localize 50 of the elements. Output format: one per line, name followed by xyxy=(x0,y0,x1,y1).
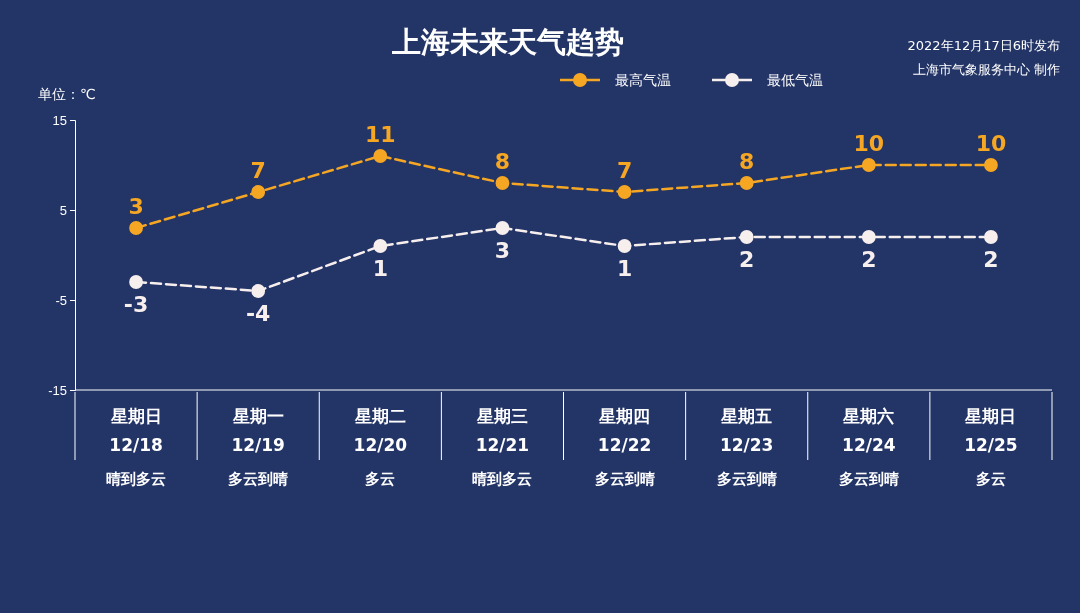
point xyxy=(617,239,632,253)
y-tick-label: 15 xyxy=(52,112,67,128)
data-label: 2 xyxy=(739,247,755,272)
x-tick-label: 星期三 12/21 晴到多云 xyxy=(472,406,533,488)
legend-label: 最高气温 xyxy=(615,72,671,88)
chart-title: 上海未来天气趋势 xyxy=(391,25,624,59)
x-tick-label: 星期一 12/19 多云到晴 xyxy=(228,406,289,488)
x-tick-label: 星期六 12/24 多云到晴 xyxy=(838,406,899,488)
y-tick-label: -5 xyxy=(55,292,67,308)
data-label: 2 xyxy=(861,247,877,272)
y-axis-title: 单位：℃ xyxy=(38,86,96,102)
data-label: 1 xyxy=(616,256,633,281)
x-tick-label: 星期四 12/22 多云到晴 xyxy=(594,406,655,488)
point xyxy=(129,221,143,235)
point xyxy=(373,149,388,163)
data-label: 7 xyxy=(250,158,266,183)
x-tick-label: 星期日 12/18 晴到多云 xyxy=(106,406,167,488)
data-label: 7 xyxy=(616,158,633,183)
data-label: 3 xyxy=(494,238,511,263)
point xyxy=(984,230,998,244)
data-label: 8 xyxy=(494,149,511,174)
point xyxy=(495,221,510,235)
point xyxy=(251,284,266,298)
x-tick-label: 星期二 12/20 多云 xyxy=(353,406,408,488)
point xyxy=(861,230,876,244)
y-tick-label: -15 xyxy=(48,382,67,398)
data-label: 3 xyxy=(128,194,144,219)
y-tick-label: 5 xyxy=(59,202,67,218)
legend-label: 最低气温 xyxy=(767,72,823,88)
point xyxy=(861,158,876,172)
data-label: -4 xyxy=(245,301,271,326)
point xyxy=(984,158,998,172)
x-tick-label: 星期五 12/23 多云到晴 xyxy=(716,406,777,488)
data-label: 2 xyxy=(983,247,999,272)
data-label: 1 xyxy=(372,256,388,281)
data-label: 10 xyxy=(853,131,885,156)
point xyxy=(617,185,632,199)
point xyxy=(373,239,388,253)
data-label: 11 xyxy=(365,122,396,147)
data-label: 10 xyxy=(975,131,1007,156)
data-label: 8 xyxy=(739,149,755,174)
data-label: -3 xyxy=(123,292,149,317)
text: 2022年12月17日6时发布 xyxy=(907,38,1060,53)
point xyxy=(495,176,510,190)
point xyxy=(129,275,143,289)
text: 上海市气象服务中心 制作 xyxy=(912,62,1060,77)
x-tick-label: 星期日 12/25 多云 xyxy=(964,406,1018,488)
point xyxy=(739,230,754,244)
point xyxy=(251,185,266,199)
point xyxy=(739,176,754,190)
